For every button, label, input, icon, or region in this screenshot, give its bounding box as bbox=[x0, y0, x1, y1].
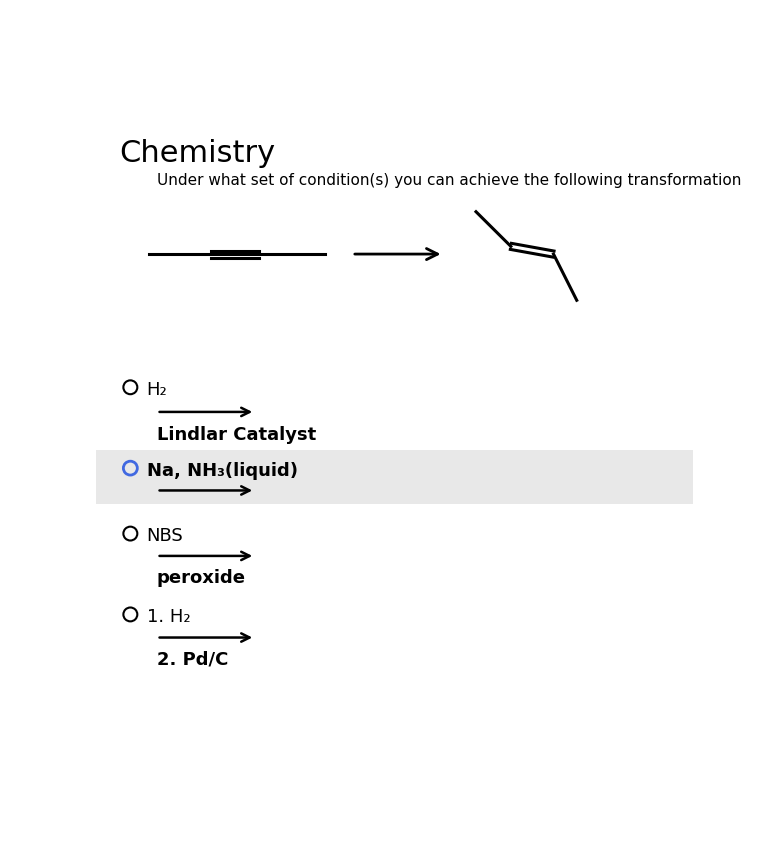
Text: H₂: H₂ bbox=[146, 381, 167, 399]
Text: peroxide: peroxide bbox=[157, 569, 246, 587]
Text: NBS: NBS bbox=[146, 527, 183, 546]
Text: Na, NH₃(liquid): Na, NH₃(liquid) bbox=[146, 462, 298, 480]
Text: 2. Pd/C: 2. Pd/C bbox=[157, 650, 228, 669]
Bar bbox=[96, 450, 693, 504]
Text: 1. H₂: 1. H₂ bbox=[146, 608, 190, 626]
Text: Under what set of condition(s) you can achieve the following transformation: Under what set of condition(s) you can a… bbox=[157, 173, 741, 188]
Text: Lindlar Catalyst: Lindlar Catalyst bbox=[157, 426, 316, 443]
Text: Chemistry: Chemistry bbox=[119, 139, 276, 167]
